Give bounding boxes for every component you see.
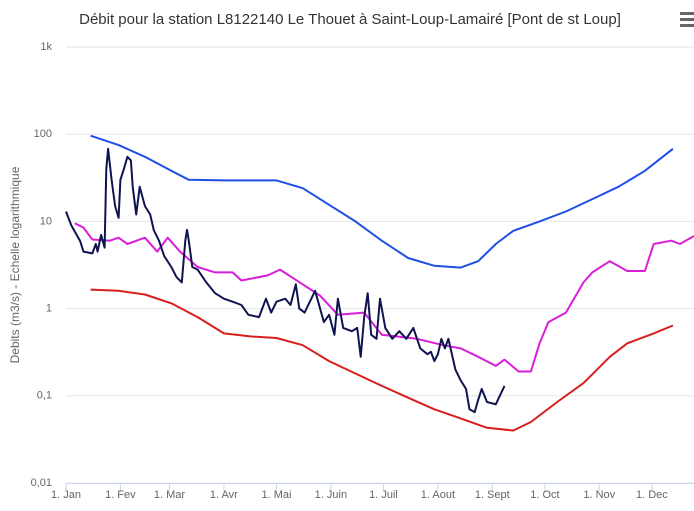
data-line xyxy=(90,288,674,432)
y-tick-label: 1k xyxy=(40,41,52,53)
x-tick-label: 1. Aout xyxy=(421,489,455,501)
menu-button[interactable] xyxy=(680,12,694,27)
x-tick-label: 1. Juin xyxy=(315,489,347,501)
y-tick-label: 0,01 xyxy=(31,477,52,489)
menu-bar xyxy=(680,12,694,15)
y-tick-label: 0,1 xyxy=(37,390,52,402)
data-line xyxy=(90,134,674,269)
x-tick-label: 1. Oct xyxy=(530,489,559,501)
x-tick-label: 1. Fev xyxy=(105,489,136,501)
menu-bar xyxy=(680,18,694,21)
x-tick-label: 1. Juil xyxy=(369,489,398,501)
data-line xyxy=(74,222,694,373)
data-line xyxy=(65,147,506,414)
x-tick-label: 1. Jan xyxy=(51,489,81,501)
chart-title: Débit pour la station L8122140 Le Thouet… xyxy=(79,11,621,28)
x-tick-label: 1. Mar xyxy=(154,489,186,501)
x-tick-label: 1. Nov xyxy=(583,489,615,501)
x-tick-label: 1. Dec xyxy=(636,489,668,501)
menu-bar xyxy=(680,24,694,27)
x-tick-label: 1. Sept xyxy=(475,489,510,501)
y-axis-title: Debits (m3/s) - Echelle logarithmique xyxy=(8,166,22,363)
y-tick-label: 10 xyxy=(40,215,52,227)
y-tick-label: 100 xyxy=(34,128,52,140)
x-tick-label: 1. Avr xyxy=(210,489,238,501)
y-tick-label: 1 xyxy=(46,303,52,315)
x-tick-label: 1. Mai xyxy=(262,489,292,501)
